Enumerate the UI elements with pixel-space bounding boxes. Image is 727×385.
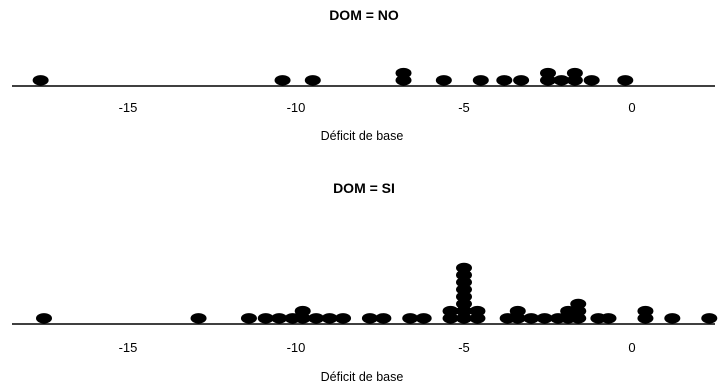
- x-tick-label: -5: [458, 100, 470, 115]
- x-tick-label: 0: [628, 340, 635, 355]
- data-point: [395, 75, 412, 86]
- data-point: [32, 75, 49, 86]
- data-point: [509, 305, 526, 317]
- data-point: [402, 313, 419, 324]
- data-point: [570, 298, 587, 310]
- data-point: [523, 313, 540, 324]
- data-point: [583, 75, 600, 86]
- data-point: [513, 75, 530, 86]
- data-point: [304, 75, 321, 86]
- data-point: [617, 75, 634, 86]
- data-point: [456, 284, 472, 295]
- data-point: [664, 313, 681, 324]
- data-point: [375, 313, 392, 324]
- data-point: [540, 75, 556, 86]
- panel-dom-no: DOM = NO -15 -10 -5 0 Déficit de base: [12, 7, 715, 143]
- data-point: [456, 269, 472, 281]
- data-point: [540, 67, 556, 79]
- data-point: [566, 67, 583, 79]
- data-point: [274, 75, 291, 86]
- data-point: [456, 262, 472, 274]
- data-point: [456, 291, 472, 302]
- data-point: [361, 313, 378, 324]
- data-point: [335, 313, 352, 324]
- data-point: [496, 75, 513, 86]
- panel-title: DOM = SI: [333, 180, 395, 196]
- panel-dom-si: DOM = SI -15 -10 -5 0 Déficit de base: [12, 180, 718, 384]
- data-point: [469, 305, 486, 317]
- data-point: [637, 313, 654, 324]
- data-point: [570, 305, 587, 317]
- panel-title: DOM = NO: [329, 7, 399, 23]
- x-axis-label: Déficit de base: [321, 129, 404, 143]
- data-point: [566, 75, 583, 86]
- data-point: [308, 313, 325, 324]
- data-point: [637, 305, 654, 317]
- data-point: [294, 305, 311, 317]
- data-point: [190, 313, 207, 324]
- data-point: [395, 67, 412, 79]
- x-tick-label: -10: [287, 100, 306, 115]
- data-point: [415, 313, 432, 324]
- data-point: [472, 75, 489, 86]
- data-point: [456, 277, 472, 288]
- data-point: [442, 305, 459, 317]
- x-tick-label: -15: [119, 100, 138, 115]
- data-point: [456, 298, 472, 310]
- data-point: [456, 313, 472, 324]
- data-point: [600, 313, 617, 324]
- x-tick-label: 0: [628, 100, 635, 115]
- data-point: [36, 313, 52, 324]
- data-point: [321, 313, 338, 324]
- data-point: [435, 75, 452, 86]
- x-tick-label: -15: [119, 340, 138, 355]
- data-point: [240, 313, 257, 324]
- data-point: [456, 305, 472, 317]
- data-points: [36, 262, 718, 324]
- x-tick-label: -5: [458, 340, 470, 355]
- x-tick-labels: -15 -10 -5 0: [119, 100, 636, 115]
- x-tick-label: -10: [287, 340, 306, 355]
- data-point: [271, 313, 288, 324]
- data-point: [701, 313, 718, 324]
- data-point: [509, 313, 526, 324]
- x-axis-label: Déficit de base: [321, 370, 404, 384]
- data-point: [442, 313, 459, 324]
- data-point: [257, 313, 274, 324]
- data-point: [469, 313, 486, 324]
- data-point: [553, 75, 570, 86]
- data-points: [32, 67, 634, 86]
- data-point: [536, 313, 553, 324]
- x-tick-labels: -15 -10 -5 0: [119, 340, 636, 355]
- data-point: [570, 313, 587, 324]
- data-point: [294, 313, 311, 324]
